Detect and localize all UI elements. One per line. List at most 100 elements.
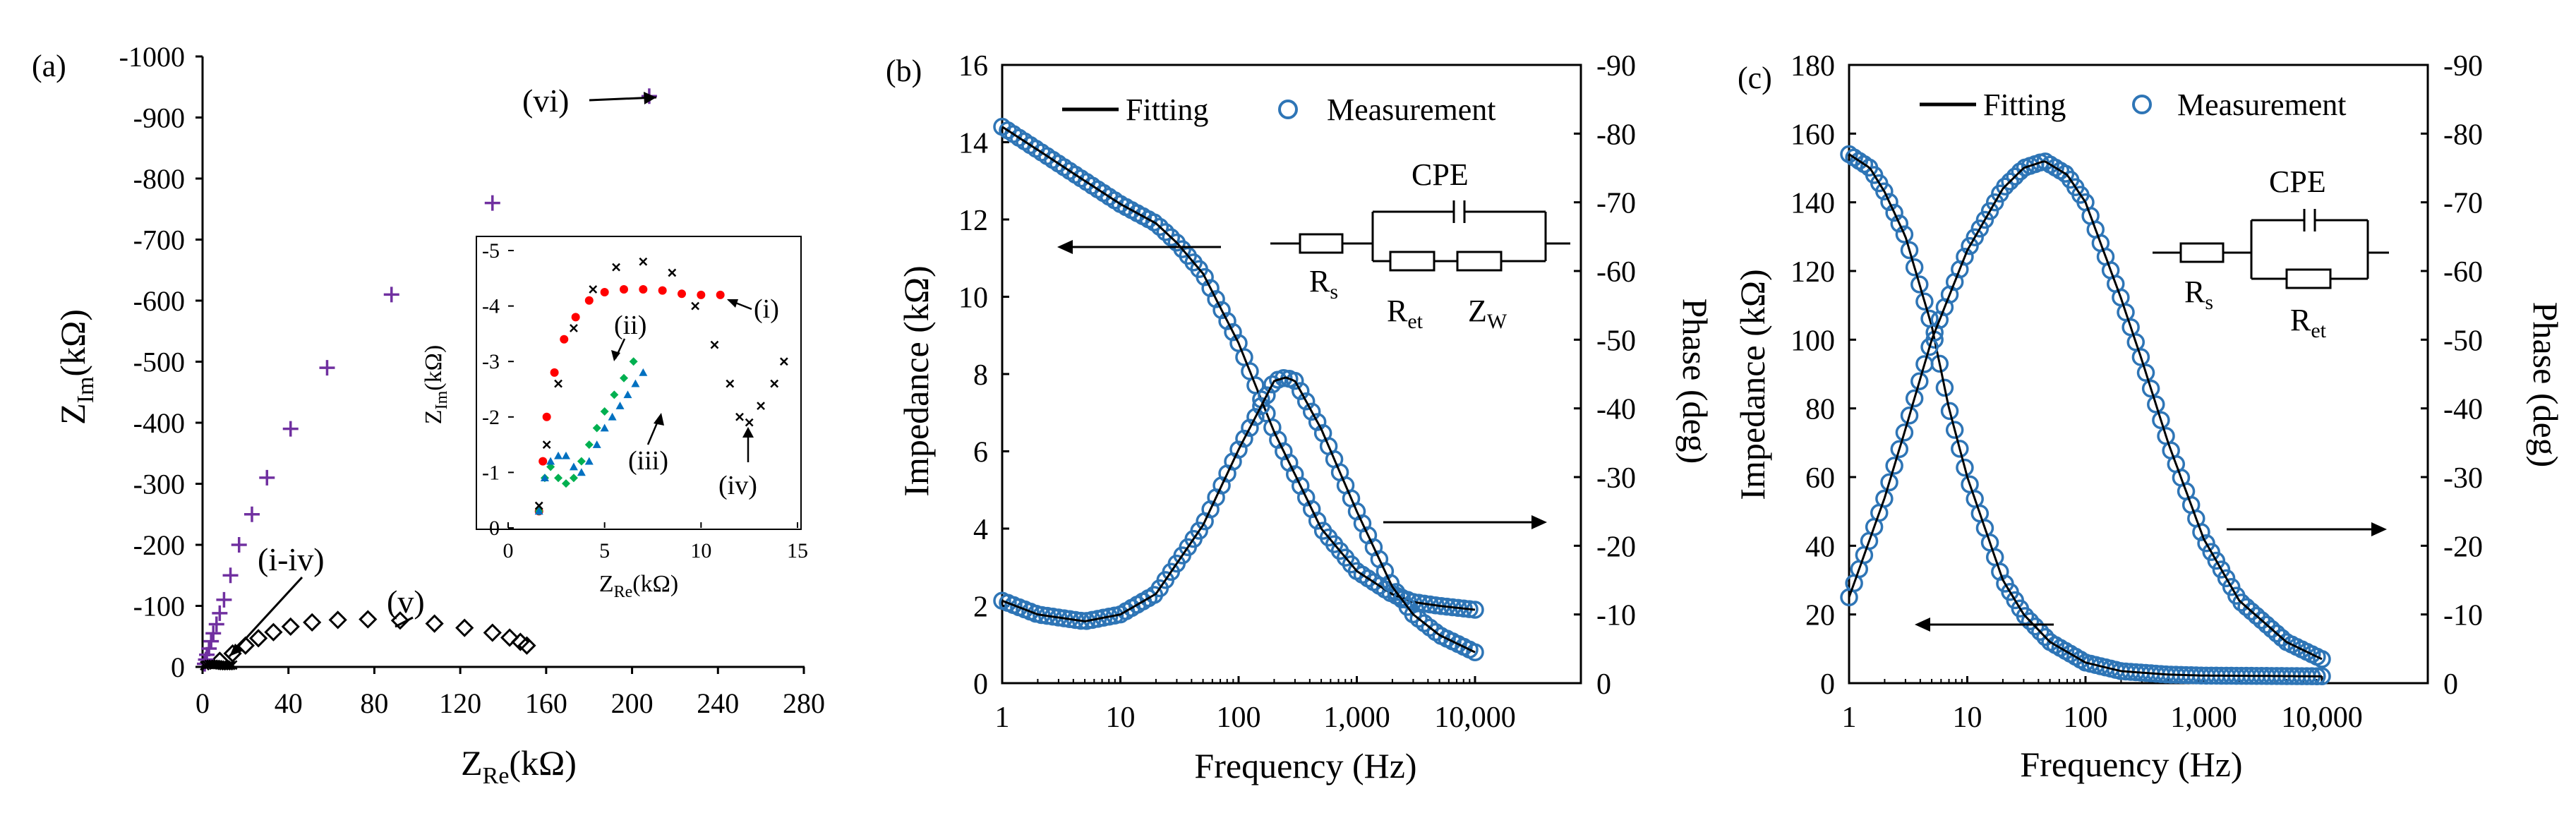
panel-b-y-right-tick-label: -80 xyxy=(1596,119,1636,151)
panel-c-y-left-tick-label: 60 xyxy=(1805,462,1835,495)
panel-c-measurement-point xyxy=(1935,378,1954,397)
panel-b-x-tick-label: 1,000 xyxy=(1323,701,1390,734)
panel-b-measurement-point xyxy=(1296,392,1316,411)
inset-annotation-iv-arrowhead xyxy=(742,427,754,438)
inset-y-axis-label: ZIm(kΩ) xyxy=(421,345,451,424)
panel-b-y-left-label: Impedance (kΩ) xyxy=(896,265,936,496)
panel-c-frame xyxy=(1848,64,2429,685)
inset-x-tick-labels: 0 5 10 15 xyxy=(503,522,808,562)
panel-c-measurement-point xyxy=(2212,560,2231,579)
legend-c-measurement-marker xyxy=(2132,95,2152,114)
panel-c-measurement-point xyxy=(2197,534,2215,553)
inset-data-point xyxy=(554,379,562,388)
panel-c-measurement-point xyxy=(1961,236,1979,255)
inset-data-point xyxy=(570,324,578,332)
inset-y-tick-label: -2 xyxy=(482,406,500,429)
circuit-b-cpe-label: CPE xyxy=(1412,157,1469,192)
circuit-c-rs-label: Rs xyxy=(2184,275,2213,314)
panel-b-y-left-tick-label: 0 xyxy=(973,668,988,701)
panel-c-measurement-point xyxy=(1951,440,1969,458)
panel-c-measurement-point xyxy=(1900,406,1919,425)
inset-series-diamond xyxy=(534,357,638,516)
panel-c-measurement-point xyxy=(2202,543,2220,561)
panel-b-measurement-point xyxy=(1207,290,1225,308)
panel-a-x-tick-label: 240 xyxy=(697,687,739,719)
inset-y-tick-label: -1 xyxy=(482,461,500,484)
inset-x-tick-label: 15 xyxy=(787,539,808,562)
panel-b-x-axis-label: Frequency (Hz) xyxy=(1194,746,1416,785)
inset-annotation-ii-arrowhead xyxy=(611,350,620,361)
panel-c-y-right-tick-label: 0 xyxy=(2443,668,2458,701)
panel-c-measurement-point xyxy=(1875,182,1894,200)
inset-y-tick-label: -5 xyxy=(482,239,500,263)
panel-c-impedance-arrowhead xyxy=(1915,618,1930,632)
panel-c-measurement-point xyxy=(1885,203,1903,222)
panel-c-phase-arrowhead xyxy=(2371,522,2387,536)
panel-a-y-tick-label: -800 xyxy=(133,163,185,195)
panel-b-fitting-line xyxy=(1001,126,1476,611)
panel-b-measurement-point xyxy=(1404,605,1423,624)
panel-a-data-point xyxy=(201,641,217,657)
panel-c-measurement-point xyxy=(1905,258,1924,277)
inset-data-point xyxy=(726,379,735,388)
panel-c-measurement-point xyxy=(2131,348,2150,366)
inset-data-point xyxy=(770,379,779,388)
panel-b-measurement-point xyxy=(1241,418,1259,438)
panel-b-measurement-point xyxy=(1145,213,1164,231)
panel-b-x-tick-label: 1 xyxy=(995,701,1010,734)
panel-c-x-tick-label: 10,000 xyxy=(2281,701,2363,734)
panel-c-measurement-point xyxy=(2232,594,2251,612)
panel-c-measurement-point xyxy=(1910,372,1929,390)
panel-c-y-left-tick-label: 20 xyxy=(1805,600,1835,632)
panel-b-y-left-tick-label: 16 xyxy=(958,50,988,83)
panel-c-equivalent-circuit xyxy=(2153,209,2389,289)
inset-y-tick-labels: 0 -1 -2 -3 -4 -5 xyxy=(482,239,514,540)
panel-b-y-right-tick-label: -70 xyxy=(1596,188,1636,220)
panel-a-x-tick-label: 160 xyxy=(525,687,567,719)
panel-c-measurement-point xyxy=(2011,162,2030,181)
inset-x-axis-label: ZRe(kΩ) xyxy=(599,571,678,601)
panel-c-measurement-point xyxy=(1956,458,1974,477)
panel-c-measurement-point xyxy=(1970,219,1990,238)
inset-series-cross xyxy=(534,257,788,510)
panel-a-data-point xyxy=(225,660,236,670)
inset-data-point xyxy=(562,451,570,459)
panel-c-measurement-point xyxy=(1945,421,1964,439)
panel-b-measurement-point xyxy=(1466,643,1484,661)
inset-annotation-iii: (iii) xyxy=(628,446,668,476)
panel-a-data-point xyxy=(282,421,299,437)
panel-c-series-phase xyxy=(1840,152,2331,668)
panel-a-y-axis-label: ZIm(kΩ) xyxy=(53,309,99,425)
panel-c-x-tick-label: 10 xyxy=(1953,701,1982,734)
panel-c-x-tick-label: 100 xyxy=(2064,701,2108,734)
panel-b-series-impedance xyxy=(993,117,1484,619)
inset-data-point xyxy=(550,368,559,377)
legend-c-measurement-label: Measurement xyxy=(2177,88,2346,122)
panel-b-measurement-point xyxy=(1275,368,1293,387)
inset-plot-area xyxy=(534,257,788,516)
panel-a-inset: 0 -1 -2 -3 -4 -5 0 5 10 15 ZIm(kΩ) ZRe(kΩ) (i) (… xyxy=(421,236,808,601)
panel-c-y-right-tick-label: -60 xyxy=(2443,256,2483,289)
panel-b-x-tick-label: 100 xyxy=(1217,701,1261,734)
panel-a-x-tick-label: 80 xyxy=(360,687,388,719)
panel-a-y-tick-label: -1000 xyxy=(119,41,185,73)
inset-data-point xyxy=(615,402,625,409)
inset-data-point xyxy=(562,479,570,488)
panel-b-y-right-tick-label: -90 xyxy=(1596,50,1636,83)
inset-x-tick-label: 10 xyxy=(690,539,711,562)
circuit-c-cpe-label: CPE xyxy=(2269,164,2326,199)
panel-a: (a) 0-100-200-300-400-500-600-700-800-90… xyxy=(32,41,825,789)
panel-b-measurement-point xyxy=(1286,371,1304,390)
panel-c-measurement-point xyxy=(1915,292,1934,311)
panel-a-data-point xyxy=(390,611,410,630)
inset-data-point xyxy=(577,457,586,466)
panel-a-data-point xyxy=(455,618,474,637)
panel-a-data-point xyxy=(231,537,247,553)
panel-c-measurement-point xyxy=(2147,395,2165,414)
panel-b-measurement-point xyxy=(1258,386,1276,404)
panel-c-y-left-label: Impedance (kΩ) xyxy=(1733,269,1772,500)
panel-a-data-point xyxy=(264,622,283,642)
panel-c-measurement-point xyxy=(1956,247,1974,266)
legend-b-measurement-marker xyxy=(1278,100,1298,119)
panel-c-y-left-tick-label: 140 xyxy=(1790,188,1835,220)
